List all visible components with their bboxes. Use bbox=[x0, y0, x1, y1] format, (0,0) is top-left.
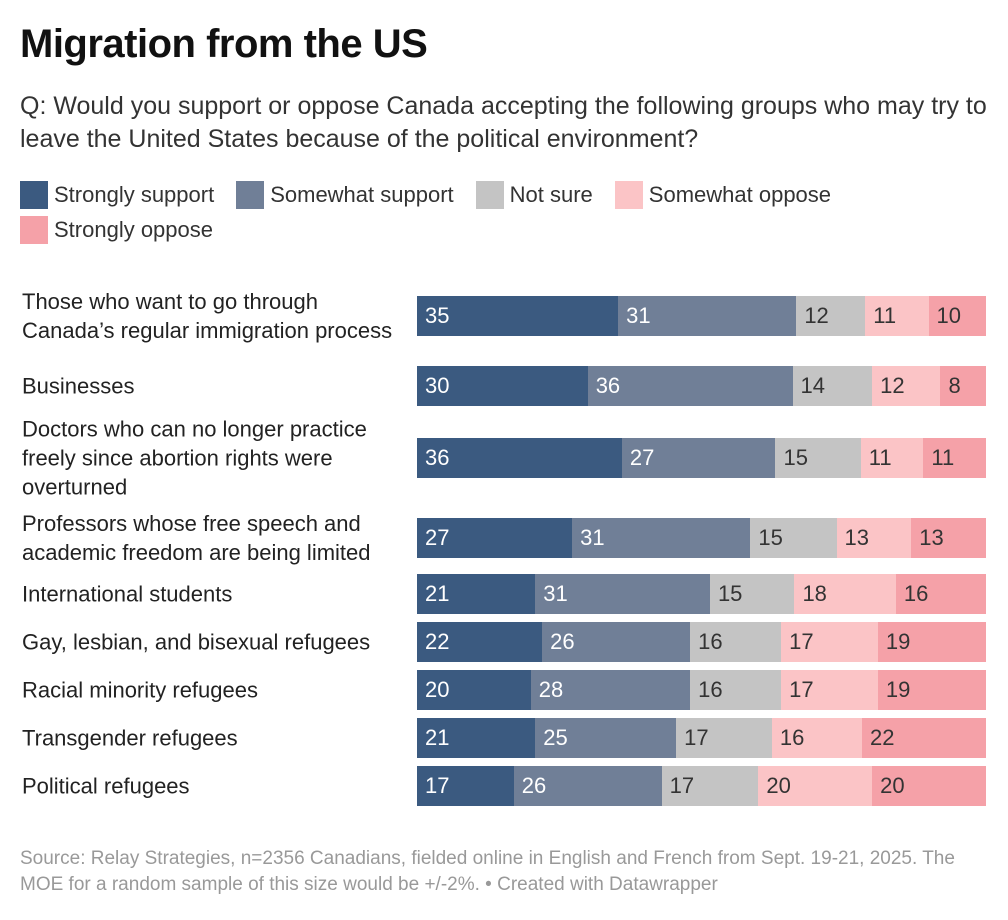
legend-swatch bbox=[20, 180, 48, 209]
chart-subtitle: Q: Would you support or oppose Canada ac… bbox=[20, 92, 987, 153]
bar-segment-somewhat-support: 26 bbox=[513, 766, 662, 806]
category-label: Racial minority refugees bbox=[22, 677, 258, 703]
bar-segment-strongly-support: 20 bbox=[417, 670, 531, 710]
stacked-bar: 35 31 12 11 10 bbox=[417, 296, 986, 336]
legend-swatch bbox=[20, 215, 48, 244]
bar-segment-strongly-support: 30 bbox=[417, 366, 588, 406]
bar-segment-not-sure: 15 bbox=[750, 518, 837, 558]
legend-label: Strongly oppose bbox=[54, 216, 213, 242]
bar-segment-strongly-oppose: 19 bbox=[877, 670, 986, 710]
bar-segment-strongly-oppose: 11 bbox=[923, 438, 986, 478]
bar-segment-not-sure: 12 bbox=[796, 296, 866, 336]
legend-swatch bbox=[475, 180, 504, 209]
category-label: Those who want to go through Canada’s re… bbox=[22, 289, 393, 343]
legend-item: Strongly support bbox=[20, 180, 214, 209]
bar-segment-strongly-oppose: 19 bbox=[877, 622, 986, 662]
legend-item: Somewhat support bbox=[236, 180, 454, 209]
bar-segment-not-sure: 14 bbox=[792, 366, 873, 406]
stacked-bar: 21 25 17 16 22 bbox=[417, 718, 986, 758]
bar-segment-somewhat-oppose: 17 bbox=[781, 670, 878, 710]
legend-swatch bbox=[236, 180, 265, 209]
legend-label: Not sure bbox=[509, 181, 593, 207]
bar-segment-not-sure: 16 bbox=[690, 622, 782, 662]
legend-item: Not sure bbox=[475, 180, 593, 209]
bar-segment-strongly-support: 22 bbox=[417, 622, 543, 662]
bar-segment-somewhat-support: 25 bbox=[535, 718, 677, 758]
category-label: Gay, lesbian, and bisexual refugees bbox=[22, 629, 371, 655]
bar-segment-somewhat-support: 26 bbox=[542, 622, 691, 662]
category-label: Businesses bbox=[22, 373, 135, 399]
bar-segment-somewhat-oppose: 17 bbox=[781, 622, 878, 662]
bar-segment-strongly-support: 27 bbox=[417, 518, 573, 558]
bar-segment-strongly-support: 17 bbox=[417, 766, 514, 806]
bar-segment-somewhat-oppose: 12 bbox=[872, 366, 941, 406]
bar-segment-strongly-oppose: 22 bbox=[862, 718, 986, 758]
bar-segment-not-sure: 17 bbox=[676, 718, 772, 758]
bar-segment-somewhat-support: 36 bbox=[587, 366, 793, 406]
bar-segment-somewhat-oppose: 13 bbox=[836, 518, 912, 558]
stacked-bar: 36 27 15 11 11 bbox=[417, 438, 986, 478]
bar-segment-strongly-support: 21 bbox=[417, 574, 536, 614]
bar-segment-somewhat-support: 31 bbox=[572, 518, 751, 558]
bar-segment-somewhat-support: 31 bbox=[535, 574, 710, 614]
bar-segment-strongly-oppose: 10 bbox=[928, 296, 986, 336]
category-label: Doctors who can no longer practice freel… bbox=[22, 416, 367, 500]
bar-segment-somewhat-oppose: 18 bbox=[794, 574, 896, 614]
category-label: Professors whose free speech and academi… bbox=[22, 511, 371, 565]
bar-segment-somewhat-oppose: 16 bbox=[771, 718, 863, 758]
bar-segment-somewhat-oppose: 11 bbox=[865, 296, 929, 336]
bar-segment-somewhat-oppose: 20 bbox=[758, 766, 873, 806]
bar-segment-not-sure: 15 bbox=[709, 574, 795, 614]
bar-segment-strongly-oppose: 20 bbox=[872, 766, 986, 806]
stacked-bar: 20 28 16 17 19 bbox=[417, 670, 986, 710]
legend-swatch bbox=[614, 180, 643, 209]
bar-segment-strongly-oppose: 13 bbox=[911, 518, 986, 558]
bar-segment-strongly-oppose: 16 bbox=[895, 574, 986, 614]
legend-label: Somewhat oppose bbox=[648, 181, 832, 207]
bar-segment-strongly-oppose: 8 bbox=[940, 366, 986, 406]
bar-segment-strongly-support: 21 bbox=[417, 718, 536, 758]
legend-item: Strongly oppose bbox=[20, 215, 213, 244]
bar-segment-not-sure: 17 bbox=[661, 766, 759, 806]
stacked-bar: 21 31 15 18 16 bbox=[417, 574, 986, 614]
category-label: Political refugees bbox=[22, 773, 190, 799]
bar-segment-not-sure: 15 bbox=[775, 438, 861, 478]
stacked-bar: 30 36 14 12 8 bbox=[417, 366, 986, 406]
chart-title: Migration from the US bbox=[20, 22, 428, 66]
stacked-bar: 22 26 16 17 19 bbox=[417, 622, 986, 662]
legend-label: Somewhat support bbox=[270, 181, 454, 207]
bar-segment-not-sure: 16 bbox=[690, 670, 782, 710]
legend-label: Strongly support bbox=[54, 181, 215, 207]
bar-segment-somewhat-support: 27 bbox=[621, 438, 776, 478]
category-label: Transgender refugees bbox=[22, 725, 238, 751]
bar-segment-strongly-support: 36 bbox=[417, 438, 622, 478]
legend: Strongly support Somewhat support Not sure… bbox=[20, 180, 970, 244]
bar-segment-strongly-support: 35 bbox=[417, 296, 619, 336]
bar-segment-somewhat-oppose: 11 bbox=[860, 438, 924, 478]
bar-segment-somewhat-support: 31 bbox=[618, 296, 797, 336]
bar-segment-somewhat-support: 28 bbox=[530, 670, 691, 710]
stacked-bar: 17 26 17 20 20 bbox=[417, 766, 986, 806]
category-label: International students bbox=[22, 581, 233, 607]
stacked-bar: 27 31 15 13 13 bbox=[417, 518, 986, 558]
legend-item: Somewhat oppose bbox=[614, 180, 832, 209]
source-footer: Source: Relay Strategies, n=2356 Canadia… bbox=[20, 848, 955, 895]
